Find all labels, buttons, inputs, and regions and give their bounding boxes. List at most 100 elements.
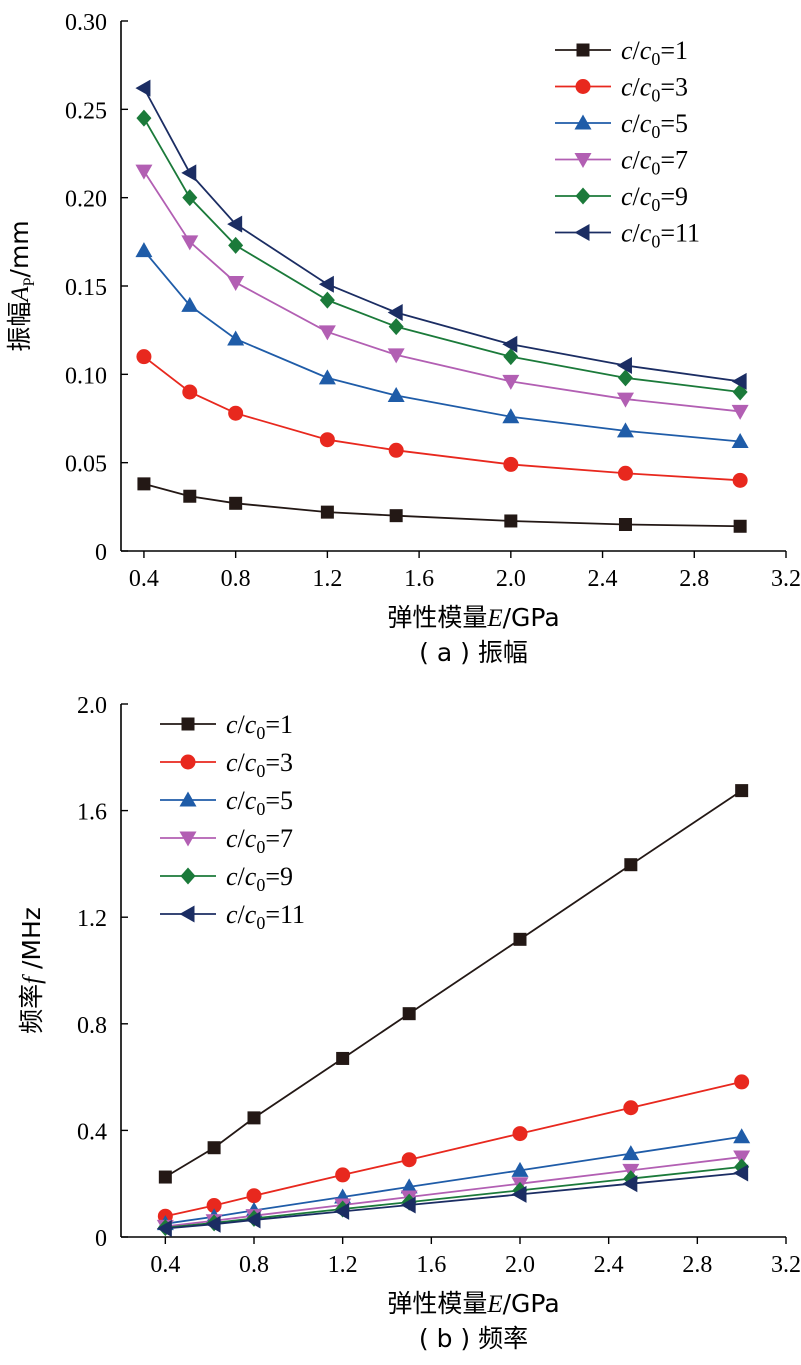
data-point-4-4 <box>388 318 404 336</box>
data-point-1-2 <box>246 1188 262 1204</box>
data-point-5-3 <box>334 1202 350 1220</box>
data-point-0-4 <box>402 1007 416 1021</box>
data-point-2-5 <box>511 1161 529 1177</box>
data-point-1-5 <box>503 456 519 472</box>
series-line-5 <box>165 1172 742 1230</box>
data-point-5-6 <box>622 1175 638 1193</box>
data-point-5-0 <box>156 1219 172 1237</box>
x-tick-label: 1.2 <box>312 566 342 592</box>
legend-label: c/c0=3 <box>621 73 688 106</box>
y-tick-label: 0.15 <box>65 275 107 301</box>
data-point-0-0 <box>158 1170 172 1184</box>
y-tick-label: 1.2 <box>77 906 107 932</box>
legend-label: c/c0=1 <box>226 710 293 743</box>
legend-marker <box>180 754 196 770</box>
data-point-4-2 <box>228 236 244 254</box>
legend-label: c/c0=9 <box>226 862 293 895</box>
series-line-4 <box>143 117 741 393</box>
legend-marker <box>575 79 591 94</box>
data-point-1-1 <box>182 384 198 400</box>
data-point-1-7 <box>734 1074 750 1090</box>
data-point-5-2 <box>245 1211 261 1229</box>
data-point-2-2 <box>227 330 245 346</box>
legend-label: c/c0=11 <box>621 219 700 252</box>
data-point-1-1 <box>206 1198 222 1214</box>
data-point-5-1 <box>181 164 197 182</box>
data-point-5-3 <box>318 275 334 293</box>
y-tick-label: 1.6 <box>77 800 107 826</box>
y-tick-label: 0.10 <box>65 363 107 389</box>
data-point-5-1 <box>205 1215 221 1233</box>
chart-panel-b: 0.4 0.8 1.2 1.6 2.0 2.4 2.8 3.2 0 0.4 0.8 1.2 1.6 2.0… <box>17 693 801 1353</box>
legend-marker <box>574 114 592 130</box>
data-point-3-5 <box>502 374 520 390</box>
y-tick-label: 0 <box>95 540 107 566</box>
data-point-0-7 <box>735 784 749 798</box>
legend-marker <box>576 43 590 57</box>
panel-caption: ( b ) 频率 <box>419 1324 528 1353</box>
data-point-2-0 <box>135 242 153 258</box>
x-tick-label: 0.8 <box>239 1252 269 1278</box>
y-tick-label: 0.8 <box>77 1013 107 1039</box>
series-line-5 <box>143 87 741 383</box>
x-tick-label: 3.2 <box>771 566 801 592</box>
data-point-5-7 <box>733 1164 749 1182</box>
data-point-5-0 <box>135 79 151 97</box>
data-point-5-4 <box>387 304 403 321</box>
data-point-0-6 <box>624 858 638 872</box>
y-tick-label: 0.4 <box>77 1119 107 1145</box>
data-point-1-7 <box>732 472 748 488</box>
data-point-3-7 <box>731 404 749 420</box>
x-tick-label: 1.6 <box>404 566 434 592</box>
x-tick-label: 2.8 <box>679 566 709 592</box>
data-point-2-1 <box>181 296 199 312</box>
legend-marker <box>574 224 590 241</box>
data-point-1-2 <box>228 405 244 421</box>
data-point-0-5 <box>504 514 518 528</box>
data-point-2-6 <box>616 422 634 438</box>
chart-panel-a: 0.4 0.8 1.2 1.6 2.0 2.4 2.8 3.2 0 0.05 0.10 0.15 0.2… <box>5 10 801 667</box>
data-point-5-5 <box>502 335 518 353</box>
x-tick-label: 2.0 <box>505 1252 535 1278</box>
legend-label: c/c0=5 <box>621 109 688 142</box>
panel-caption: ( a ) 振幅 <box>419 638 528 667</box>
y-tick-label: 0.30 <box>65 10 107 36</box>
data-point-1-3 <box>319 432 335 448</box>
data-point-1-3 <box>335 1167 351 1183</box>
x-tick-label: 0.4 <box>150 1252 180 1278</box>
data-point-4-1 <box>182 189 198 207</box>
data-point-4-0 <box>136 109 152 127</box>
x-tick-label: 2.8 <box>682 1252 712 1278</box>
legend-marker <box>574 153 592 168</box>
data-point-3-6 <box>616 392 634 408</box>
x-tick-label: 2.4 <box>594 1252 624 1278</box>
series-line-3 <box>143 170 741 413</box>
data-point-4-6 <box>617 369 633 387</box>
data-point-2-4 <box>387 387 405 403</box>
data-point-0-6 <box>618 518 632 531</box>
data-point-1-0 <box>136 349 152 365</box>
data-point-5-6 <box>616 357 632 374</box>
x-tick-label: 1.2 <box>328 1252 358 1278</box>
x-tick-label: 1.6 <box>416 1252 446 1278</box>
y-tick-label: 0 <box>95 1226 107 1252</box>
legend-label: c/c0=7 <box>621 146 688 179</box>
data-point-2-7 <box>733 1128 751 1144</box>
legend-marker <box>179 831 197 847</box>
data-point-1-4 <box>401 1152 417 1168</box>
data-point-2-4 <box>400 1178 418 1194</box>
x-tick-label: 2.4 <box>588 566 618 592</box>
data-point-0-2 <box>229 496 243 510</box>
data-point-5-7 <box>731 372 747 390</box>
data-point-3-7 <box>733 1150 751 1166</box>
y-tick-label: 0.20 <box>65 187 107 213</box>
series-line-1 <box>143 355 741 482</box>
data-point-2-6 <box>622 1145 640 1161</box>
data-point-5-2 <box>227 215 243 233</box>
data-point-3-3 <box>318 325 336 341</box>
data-point-0-3 <box>336 1051 350 1065</box>
legend-label: c/c0=1 <box>621 36 688 69</box>
data-point-0-1 <box>183 489 197 503</box>
data-point-3-0 <box>135 164 153 180</box>
